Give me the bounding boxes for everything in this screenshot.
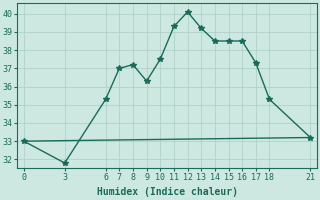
X-axis label: Humidex (Indice chaleur): Humidex (Indice chaleur)	[97, 187, 237, 197]
